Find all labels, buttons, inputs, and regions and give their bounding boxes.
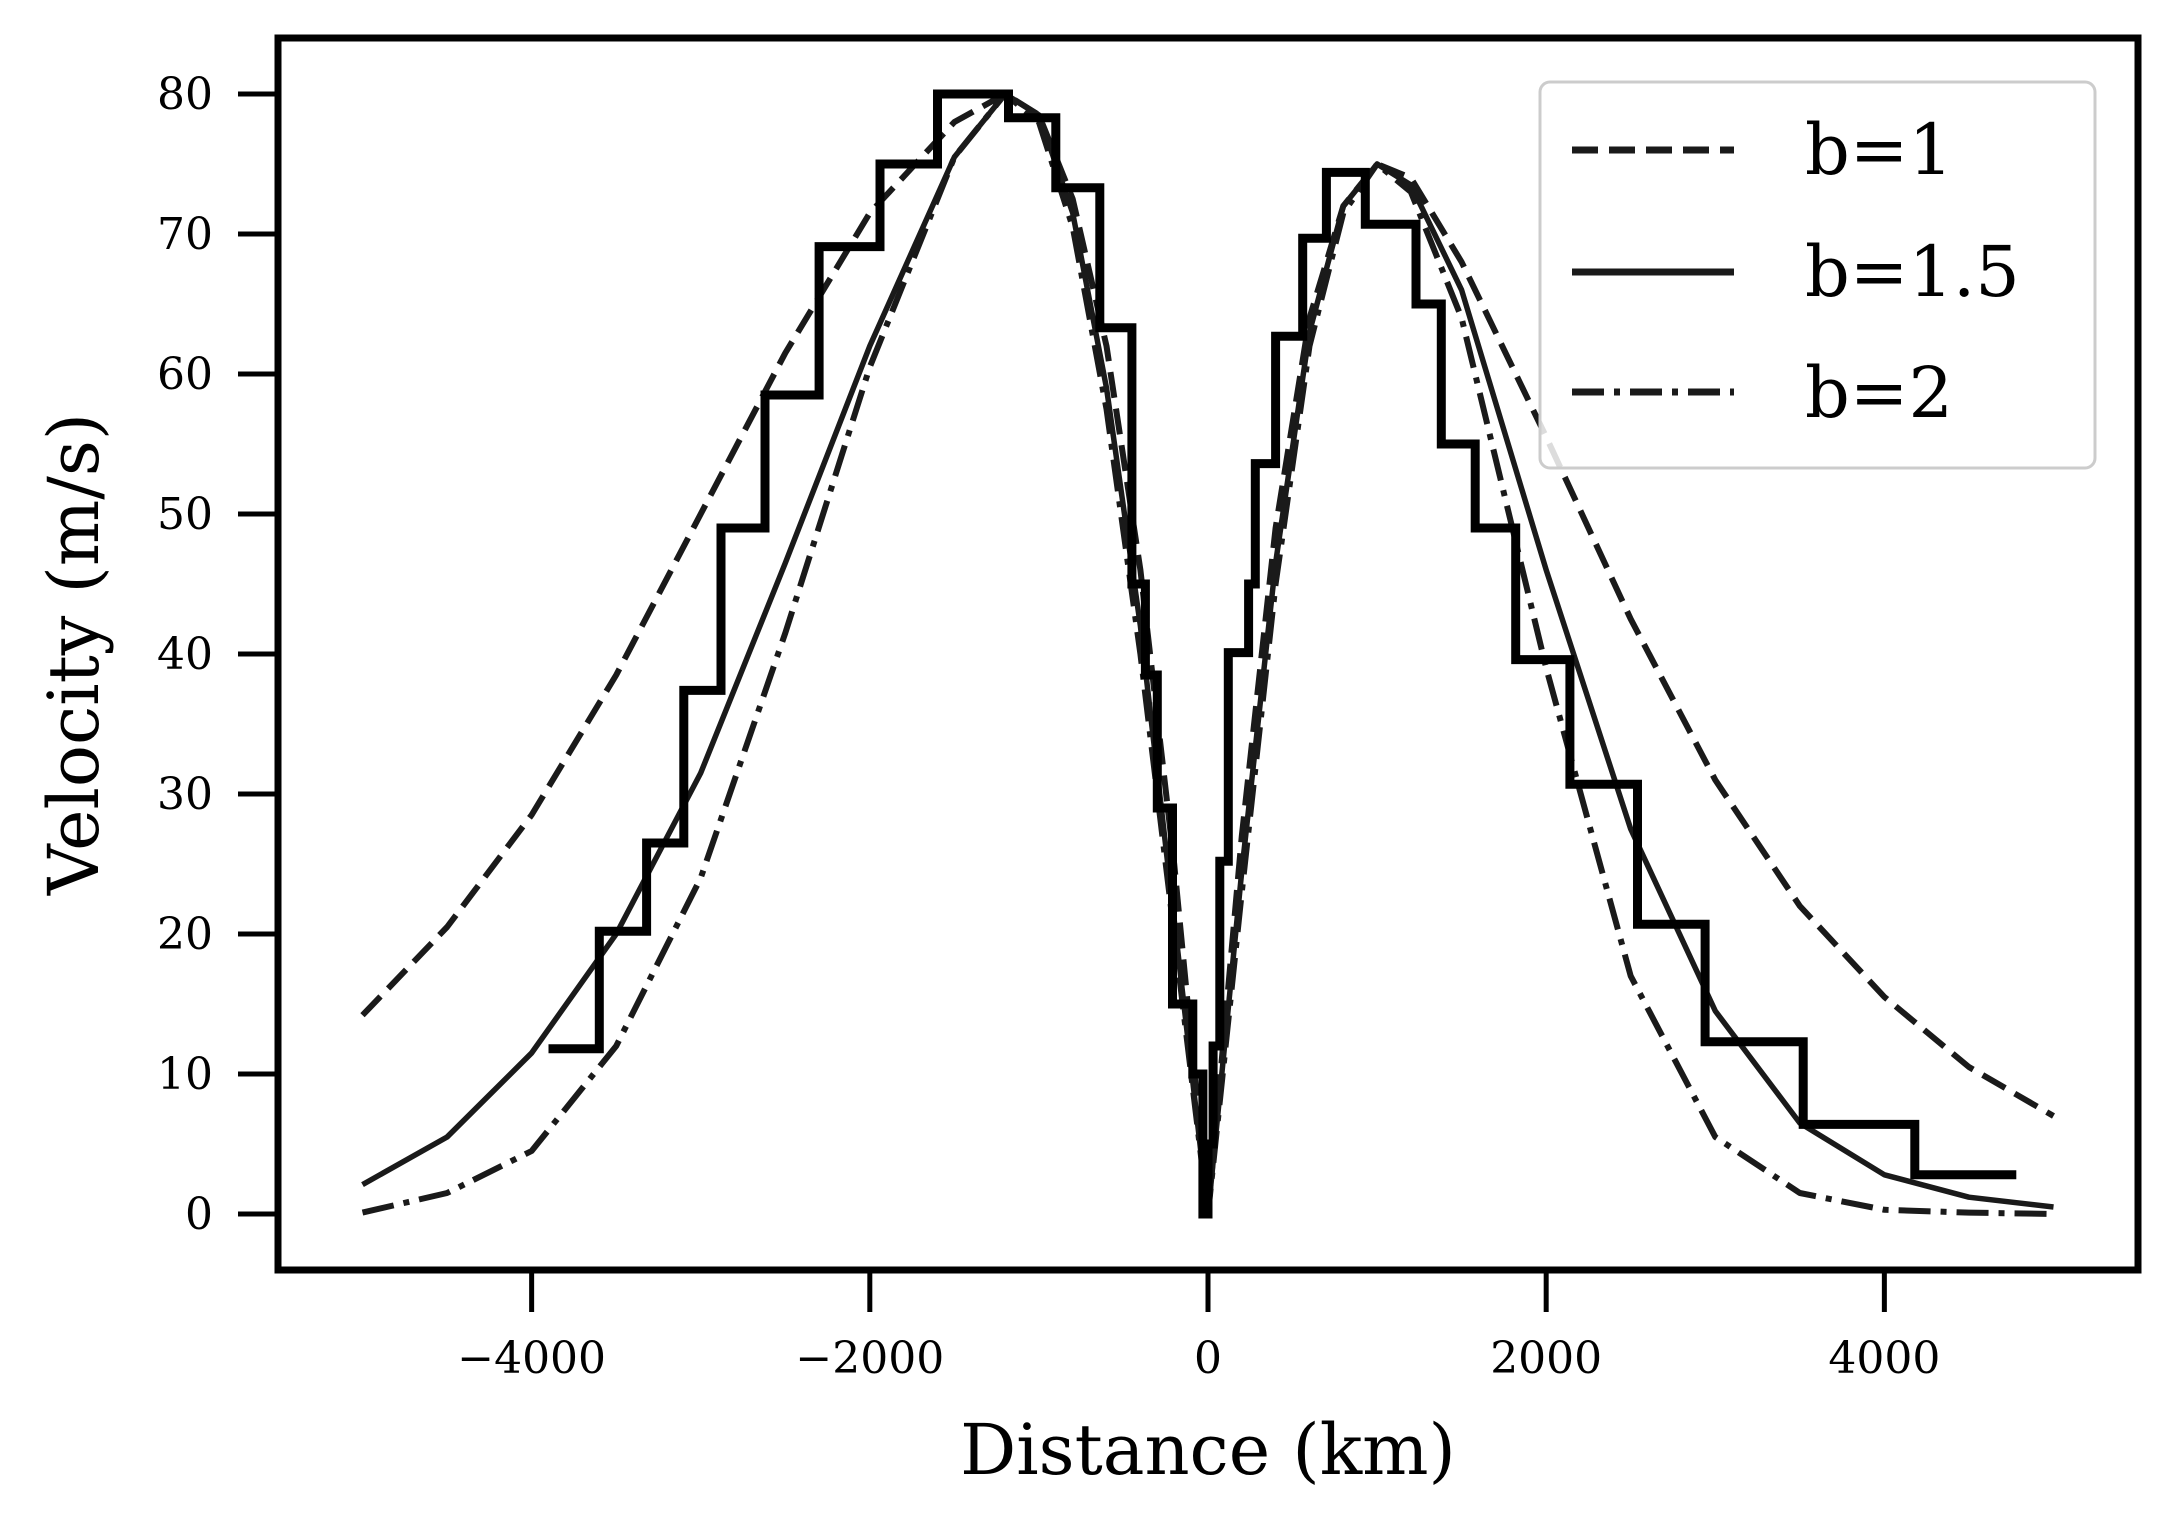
x-tick-label: 2000 (1490, 1333, 1602, 1384)
legend-label-b1: b=1 (1805, 109, 1953, 191)
series-layer (360, 89, 2056, 1219)
y-tick-label: 20 (157, 909, 213, 960)
x-tick-label: 4000 (1828, 1333, 1940, 1384)
y-tick-label: 60 (157, 349, 213, 400)
x-tick-label: 0 (1194, 1333, 1222, 1384)
y-axis-title: Velocity (m/s) (33, 413, 115, 896)
x-axis-title: Distance (km) (960, 1409, 1456, 1491)
y-tick-label: 80 (157, 69, 213, 120)
y-axis-ticks: 0 10 20 30 40 50 60 70 80 (157, 69, 278, 1240)
series-line-step-3 (548, 89, 2017, 1219)
y-tick-label: 70 (157, 209, 213, 260)
y-tick-label: 50 (157, 489, 213, 540)
legend-label-b2: b=2 (1805, 352, 1953, 434)
y-tick-label: 40 (157, 629, 213, 680)
x-tick-label: −4000 (457, 1333, 606, 1384)
legend: b=1 b=1.5 b=2 (1538, 80, 2097, 470)
y-tick-label: 30 (157, 769, 213, 820)
legend-item-b1-5: b=1.5 (1572, 231, 2020, 313)
x-tick-label: −2000 (795, 1333, 944, 1384)
x-axis-ticks: −4000 −2000 0 2000 4000 (457, 1270, 1940, 1384)
legend-item-b2: b=2 (1572, 352, 1953, 434)
legend-label-b1-5: b=1.5 (1805, 231, 2020, 313)
y-tick-label: 10 (157, 1049, 213, 1100)
legend-box (1538, 80, 2097, 470)
y-tick-label: 0 (185, 1189, 213, 1240)
legend-item-b1: b=1 (1572, 109, 1953, 191)
